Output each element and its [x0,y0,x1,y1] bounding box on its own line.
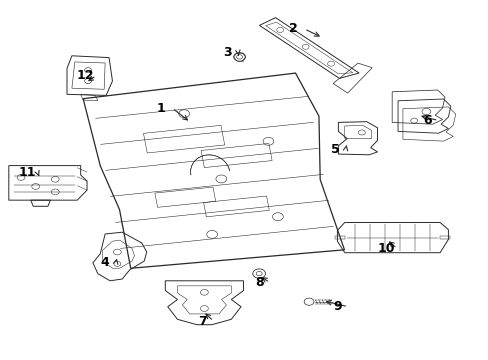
Text: 10: 10 [377,242,394,255]
Text: 9: 9 [332,300,341,313]
Text: 6: 6 [423,114,431,127]
Text: 3: 3 [223,46,231,59]
Text: 8: 8 [254,276,263,289]
Text: 7: 7 [198,315,207,328]
Text: 1: 1 [157,102,165,114]
Text: 12: 12 [77,69,94,82]
Text: 11: 11 [18,166,36,179]
Text: 2: 2 [288,22,297,35]
Text: 5: 5 [330,143,339,156]
Text: 4: 4 [101,256,109,269]
